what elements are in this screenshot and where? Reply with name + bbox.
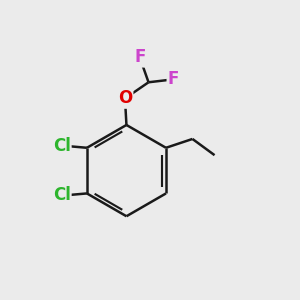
Text: Cl: Cl [53, 186, 71, 204]
Text: Cl: Cl [53, 137, 71, 155]
Text: O: O [118, 89, 132, 107]
Text: F: F [168, 70, 179, 88]
Text: F: F [134, 48, 146, 66]
